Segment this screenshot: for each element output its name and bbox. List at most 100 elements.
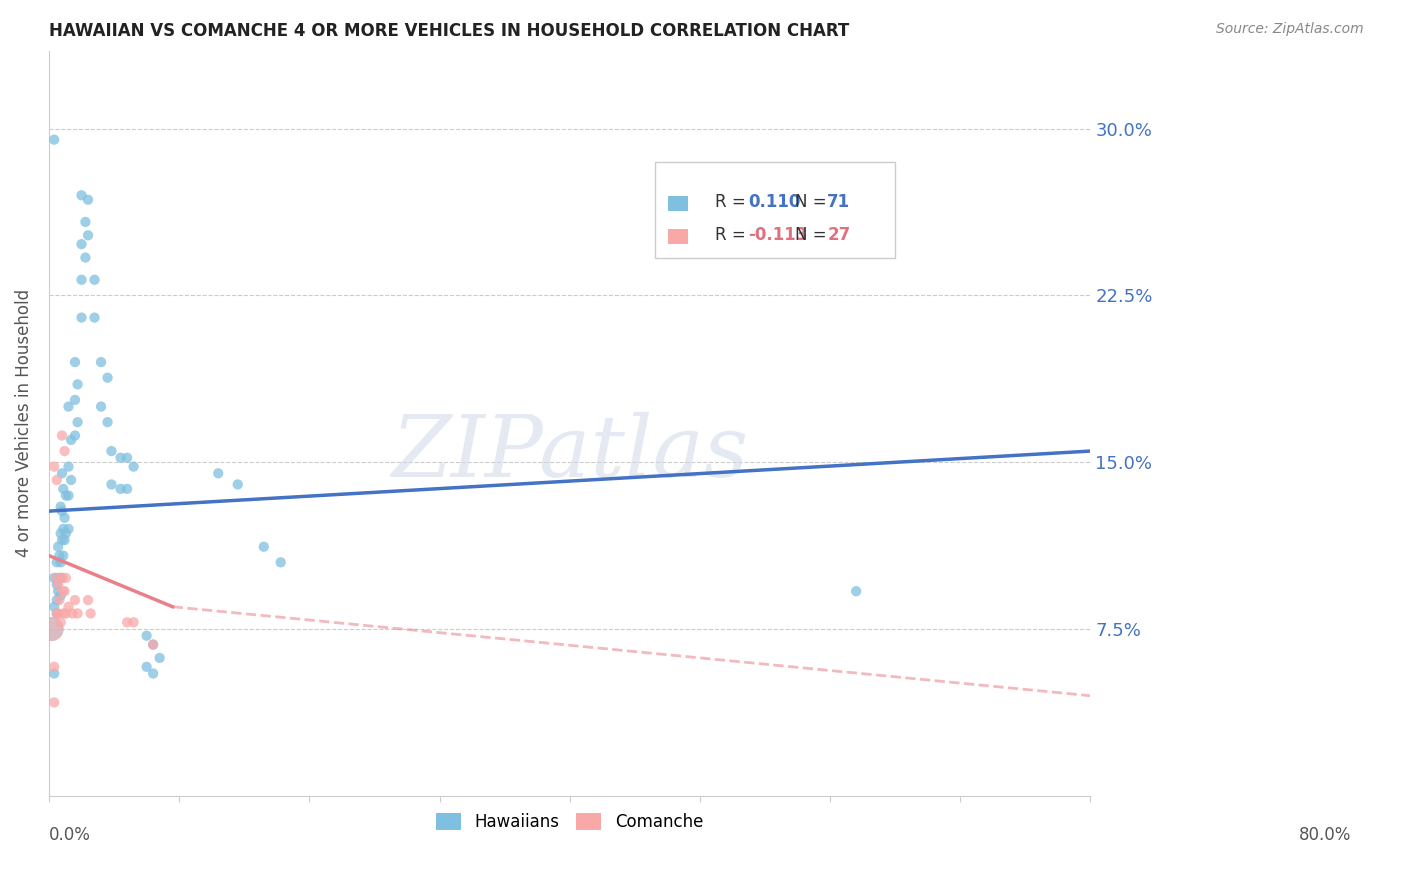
Text: 0.0%: 0.0% <box>49 826 91 844</box>
Point <box>77 593 100 607</box>
Point <box>100 477 122 491</box>
Point <box>44 660 66 674</box>
Point <box>58 400 80 414</box>
Text: -0.113: -0.113 <box>748 226 807 244</box>
Point <box>60 433 83 447</box>
Point <box>63 593 86 607</box>
Point <box>53 584 76 599</box>
Point <box>142 666 165 681</box>
Point <box>51 467 73 481</box>
Point <box>115 450 138 465</box>
Point <box>53 510 76 524</box>
Point <box>66 607 89 621</box>
Text: 71: 71 <box>827 193 851 211</box>
Point <box>110 482 132 496</box>
Point <box>44 666 66 681</box>
Point <box>70 188 93 202</box>
Y-axis label: 4 or more Vehicles in Household: 4 or more Vehicles in Household <box>15 289 32 558</box>
Point <box>44 599 66 614</box>
Point <box>48 593 70 607</box>
Point <box>46 584 69 599</box>
Point <box>63 355 86 369</box>
Text: R =: R = <box>716 193 751 211</box>
Point <box>45 607 67 621</box>
Point <box>49 555 72 569</box>
Text: 0.110: 0.110 <box>748 193 800 211</box>
Point <box>51 571 73 585</box>
Point <box>45 473 67 487</box>
Point <box>79 607 101 621</box>
Point <box>75 251 97 265</box>
Point <box>53 444 76 458</box>
Point <box>135 629 157 643</box>
Text: 27: 27 <box>827 226 851 244</box>
Point <box>46 540 69 554</box>
Point <box>63 392 86 407</box>
Point <box>115 615 138 630</box>
Point <box>55 489 77 503</box>
Point <box>96 370 118 384</box>
Point <box>58 489 80 503</box>
Point <box>70 273 93 287</box>
Point <box>66 415 89 429</box>
Point <box>122 615 145 630</box>
Text: ZIPatlas: ZIPatlas <box>391 412 748 494</box>
Point <box>44 459 66 474</box>
Point <box>52 584 75 599</box>
Point <box>49 500 72 514</box>
Point <box>60 607 83 621</box>
Text: N =: N = <box>794 226 831 244</box>
Point <box>51 571 73 585</box>
Point <box>142 638 165 652</box>
Point <box>48 549 70 563</box>
Point <box>51 504 73 518</box>
Point <box>100 444 122 458</box>
Point <box>45 607 67 621</box>
Point <box>48 571 70 585</box>
Legend: Hawaiians, Comanche: Hawaiians, Comanche <box>427 805 711 839</box>
Point <box>49 615 72 630</box>
Text: HAWAIIAN VS COMANCHE 4 OR MORE VEHICLES IN HOUSEHOLD CORRELATION CHART: HAWAIIAN VS COMANCHE 4 OR MORE VEHICLES … <box>49 22 849 40</box>
Point <box>135 660 157 674</box>
Text: Source: ZipAtlas.com: Source: ZipAtlas.com <box>1216 22 1364 37</box>
Point <box>66 377 89 392</box>
Point <box>270 555 292 569</box>
Point <box>51 533 73 547</box>
Point <box>46 607 69 621</box>
Point <box>115 482 138 496</box>
Point <box>44 133 66 147</box>
Point <box>55 607 77 621</box>
Point <box>49 589 72 603</box>
Point <box>122 459 145 474</box>
Point <box>45 577 67 591</box>
Point <box>52 607 75 621</box>
Point <box>55 571 77 585</box>
Point <box>49 526 72 541</box>
Point <box>845 584 868 599</box>
Point <box>44 571 66 585</box>
Text: 80.0%: 80.0% <box>1299 826 1351 844</box>
Text: R =: R = <box>716 226 751 244</box>
Point <box>96 415 118 429</box>
Point <box>41 622 63 636</box>
Point <box>45 555 67 569</box>
Point <box>110 450 132 465</box>
Point <box>77 193 100 207</box>
Point <box>41 622 63 636</box>
Point <box>83 273 105 287</box>
Point <box>45 571 67 585</box>
Point <box>75 215 97 229</box>
Point <box>55 526 77 541</box>
Point <box>44 695 66 709</box>
Point <box>52 549 75 563</box>
Point <box>46 577 69 591</box>
Point <box>149 651 172 665</box>
Point <box>90 400 112 414</box>
Point <box>52 482 75 496</box>
Point <box>51 428 73 442</box>
Point <box>253 540 276 554</box>
Point <box>60 473 83 487</box>
Point <box>45 593 67 607</box>
Point <box>226 477 249 491</box>
Point <box>53 533 76 547</box>
